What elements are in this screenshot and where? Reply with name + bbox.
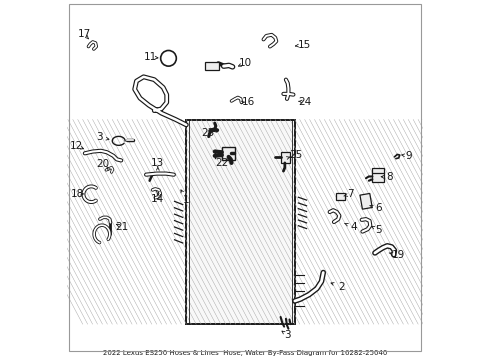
Text: 21: 21 [116,222,129,232]
Text: 1: 1 [183,194,190,204]
Text: 2: 2 [338,282,344,292]
Text: 23: 23 [201,128,214,138]
Text: 9: 9 [405,151,412,161]
Text: 7: 7 [346,189,353,199]
Text: 3: 3 [284,330,291,341]
Text: 2022 Lexus ES250 Hoses & Lines  Hose, Water By-Pass Diagram for 16282-25040: 2022 Lexus ES250 Hoses & Lines Hose, Wat… [103,350,387,356]
Text: 13: 13 [151,158,165,168]
Text: 14: 14 [151,194,165,203]
Text: 24: 24 [298,97,312,107]
Text: 18: 18 [71,189,84,198]
Text: 22: 22 [215,158,228,168]
Bar [186,120,295,324]
Bar [281,152,290,163]
Bar [336,193,344,199]
Text: 16: 16 [242,97,255,107]
Circle shape [161,50,176,66]
Text: 12: 12 [70,141,83,151]
Text: 20: 20 [96,159,109,169]
Text: 17: 17 [77,29,91,39]
Bar [372,172,384,182]
Bar [222,147,235,161]
Text: 5: 5 [375,225,382,235]
Text: 25: 25 [289,150,302,160]
Bar [360,193,372,209]
Text: 19: 19 [392,251,405,260]
Text: 8: 8 [386,172,392,182]
Text: 11: 11 [144,52,157,62]
Text: 15: 15 [298,40,312,50]
Text: 10: 10 [239,58,251,68]
Text: 4: 4 [350,222,357,232]
Text: 6: 6 [375,203,382,213]
Text: 3: 3 [96,132,102,142]
Bar [205,62,220,71]
Bar [372,167,384,173]
